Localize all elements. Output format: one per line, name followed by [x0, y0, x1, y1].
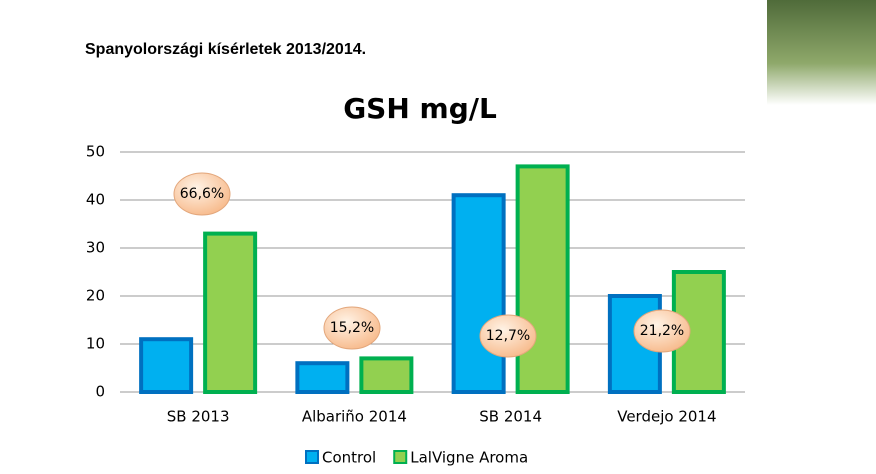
bar — [139, 337, 194, 395]
legend-swatch — [305, 450, 319, 464]
y-tick-label: 30 — [86, 239, 105, 257]
x-tick-label: Albariño 2014 — [302, 408, 407, 426]
y-tick-label: 50 — [86, 143, 105, 161]
annotation-bubble — [323, 306, 381, 350]
bar — [515, 164, 570, 394]
annotation: 21,2% — [640, 323, 684, 339]
annotation: 12,7% — [486, 328, 530, 344]
legend-swatch — [393, 450, 408, 464]
legend-label: Control — [322, 449, 376, 467]
x-tick-label: SB 2013 — [167, 408, 230, 426]
bar — [295, 361, 350, 395]
legend-label: LalVigne Aroma — [410, 449, 528, 467]
annotation: 15,2% — [330, 320, 374, 336]
annotation-bubble — [479, 314, 537, 358]
x-tick-label: SB 2014 — [479, 408, 542, 426]
annotation: 66,6% — [180, 186, 224, 202]
y-tick-label: 10 — [86, 335, 105, 353]
annotation-bubble — [633, 309, 691, 353]
y-tick-label: 40 — [86, 191, 105, 209]
annotation-bubble — [173, 172, 231, 216]
bar — [451, 193, 506, 394]
bar — [359, 356, 414, 394]
y-tick-label: 0 — [95, 383, 105, 401]
heading: Spanyolországi kísérletek 2013/2014. — [85, 41, 366, 58]
photo — [767, 0, 876, 105]
x-tick-label: Verdejo 2014 — [617, 408, 716, 426]
chart-title: GSH mg/L — [343, 92, 497, 125]
bar — [203, 231, 258, 394]
y-tick-label: 20 — [86, 287, 105, 305]
